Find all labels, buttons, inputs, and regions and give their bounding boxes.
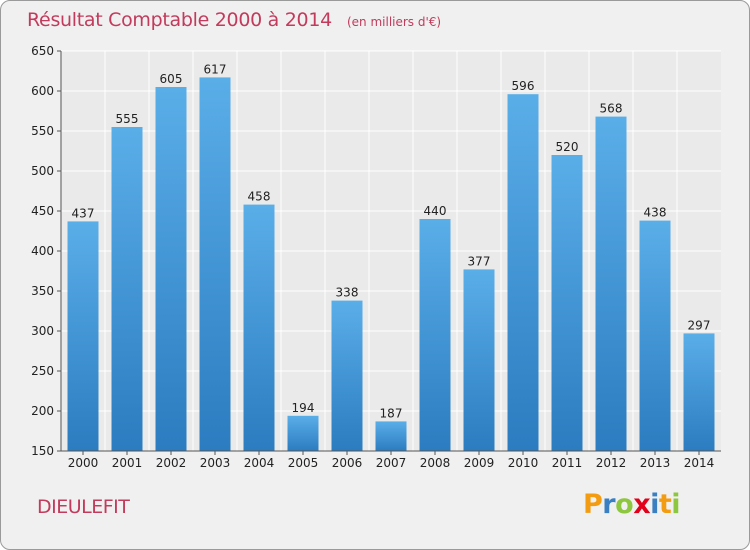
y-tick-label: 650 [31,44,54,58]
data-label-2014: 297 [688,318,711,332]
data-label-2005: 194 [292,401,315,415]
x-tick-label: 2011 [552,456,583,470]
y-tick-label: 400 [31,244,54,258]
bar-2011[interactable] [551,155,583,451]
bar-2004[interactable] [243,204,275,451]
x-tick-label: 2012 [596,456,627,470]
data-label-2013: 438 [644,206,667,220]
bar-2001[interactable] [111,127,143,451]
data-label-2007: 187 [380,406,403,420]
bar-2005[interactable] [287,415,319,451]
y-tick-label: 300 [31,324,54,338]
data-label-2000: 437 [72,206,95,220]
data-label-2002: 605 [160,72,183,86]
y-tick-label: 250 [31,364,54,378]
logo-letter: P [583,489,603,520]
x-tick-label: 2001 [112,456,143,470]
bar-2009[interactable] [463,269,495,451]
bar-2000[interactable] [67,221,99,451]
y-tick-label: 500 [31,164,54,178]
bar-2006[interactable] [331,300,363,451]
x-tick-label: 2003 [200,456,231,470]
data-label-2008: 440 [424,204,447,218]
y-tick-label: 200 [31,404,54,418]
x-tick-label: 2006 [332,456,363,470]
logo-letter: t [658,489,672,520]
data-label-2003: 617 [204,62,227,76]
x-tick-label: 2005 [288,456,319,470]
bar-2010[interactable] [507,94,539,451]
bar-2008[interactable] [419,219,451,451]
y-tick-label: 600 [31,84,54,98]
x-tick-label: 2008 [420,456,451,470]
x-tick-label: 2000 [68,456,99,470]
bar-2012[interactable] [595,116,627,451]
bar-2014[interactable] [683,333,715,451]
x-tick-label: 2013 [640,456,671,470]
town-name: DIEULEFIT [37,496,130,518]
data-label-2010: 596 [512,79,535,93]
x-tick-label: 2004 [244,456,275,470]
bars-layer: 437 555 605 617 458 194 338 187 440 377 596 520 568 4… [67,62,715,452]
bar-2003[interactable] [199,77,231,452]
axis-layer: 150 200 250 300 350 400 450 500 550 600 650 2000 200… [31,44,721,470]
bar-2007[interactable] [375,421,407,451]
x-tick-label: 2014 [684,456,715,470]
x-tick-label: 2002 [156,456,187,470]
chart-header: Résultat Comptable 2000 à 2014 (en milli… [27,9,441,31]
y-tick-label: 350 [31,284,54,298]
bar-2002[interactable] [155,87,187,451]
data-label-2001: 555 [116,112,139,126]
chart-title: Résultat Comptable 2000 à 2014 [27,9,332,31]
proxiti-logo[interactable]: Proxiti [583,489,681,520]
data-label-2012: 568 [600,102,623,116]
data-label-2004: 458 [248,190,271,204]
bar-2013[interactable] [639,220,671,451]
data-label-2006: 338 [336,286,359,300]
logo-letter: r [602,489,616,520]
logo-letter: i [650,489,659,520]
y-tick-label: 150 [31,444,54,458]
x-tick-label: 2009 [464,456,495,470]
x-tick-label: 2007 [376,456,407,470]
y-tick-label: 450 [31,204,54,218]
data-label-2009: 377 [468,254,491,268]
chart-subtitle: (en milliers d'€) [346,15,442,29]
y-tick-label: 550 [31,124,54,138]
logo-letter: i [671,489,681,520]
logo-letter: x [633,489,651,520]
data-label-2011: 520 [556,140,579,154]
x-tick-label: 2010 [508,456,539,470]
logo-letter: o [615,489,634,520]
